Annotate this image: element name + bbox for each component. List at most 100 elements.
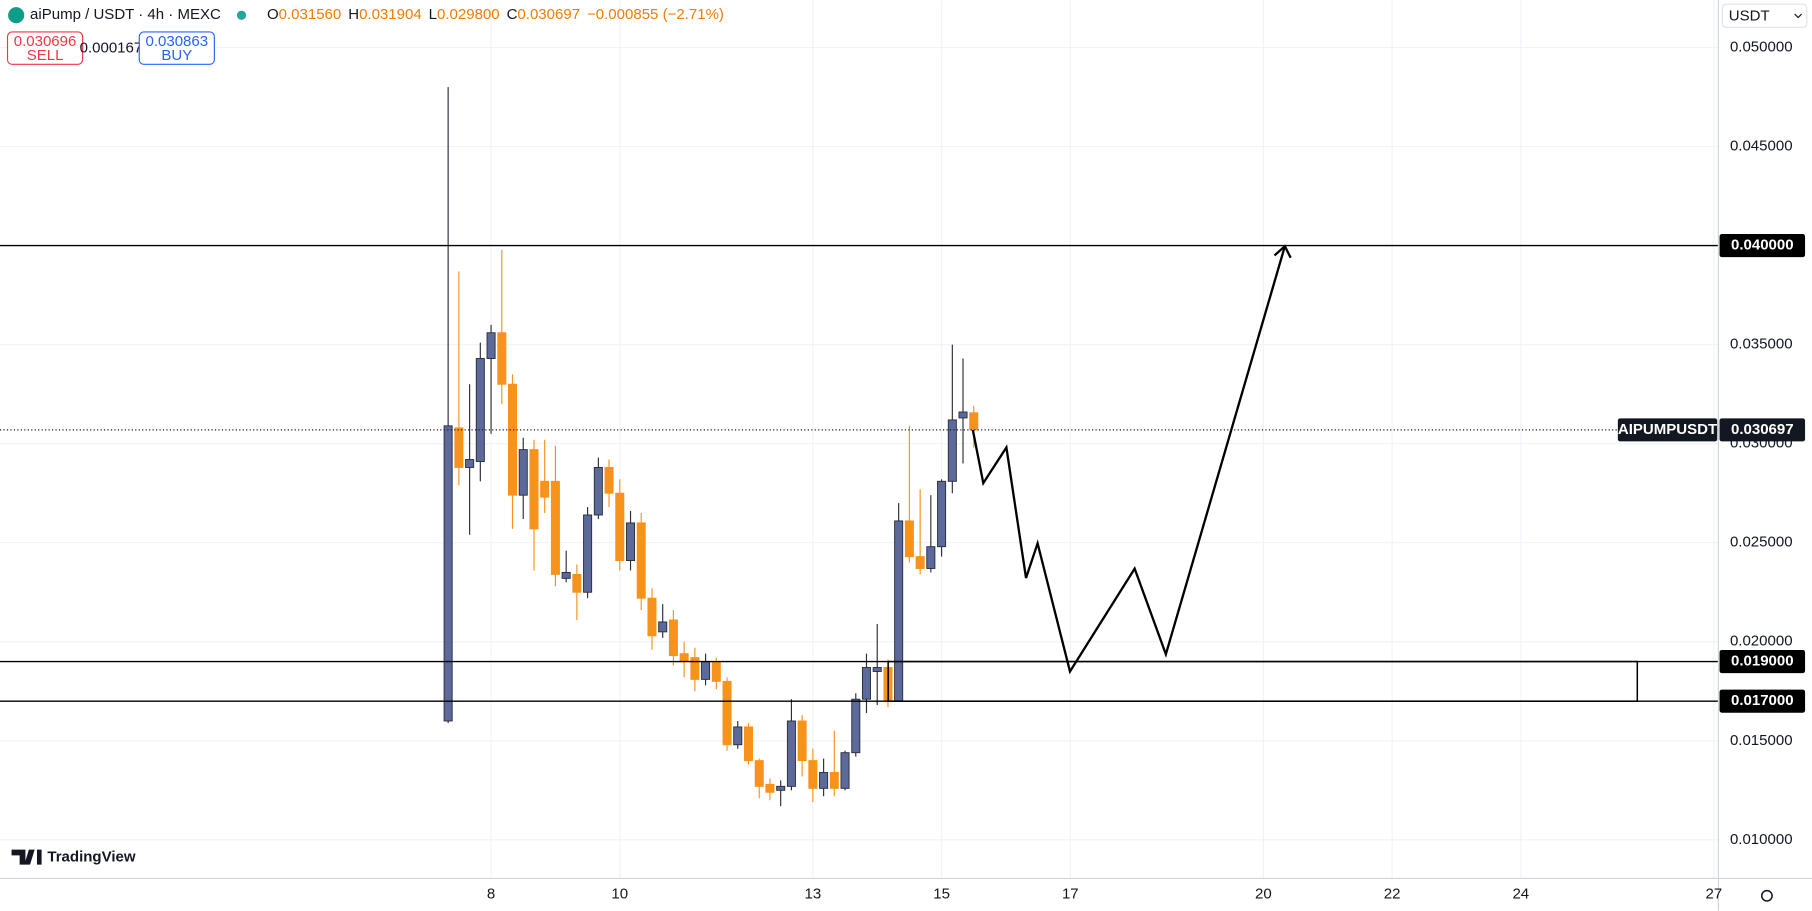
candle-body (486, 332, 496, 359)
candle-body (497, 332, 507, 385)
ohlc-key: C (507, 6, 518, 23)
candle-body (593, 466, 603, 516)
y-tick-label: 0.050000 (1730, 38, 1793, 55)
candle-body (969, 412, 979, 431)
candle-body (475, 358, 485, 462)
y-tick-label: 0.010000 (1730, 831, 1793, 848)
candle-body (583, 514, 593, 593)
ohlc-value: 0.031904 (359, 6, 422, 23)
y-tick-label: 0.035000 (1730, 336, 1793, 353)
buy-label: BUY (161, 47, 192, 64)
header: aiPump / USDT · 4h · MEXC O0.031560 H0.03… (6, 6, 724, 65)
candle-body (572, 573, 582, 593)
candle-body (786, 720, 796, 787)
candle-body (701, 661, 711, 680)
candle-body (711, 661, 721, 682)
x-tick-label: 27 (1706, 886, 1723, 903)
line-price-label: 0.017000 (1731, 692, 1794, 709)
candle-body (454, 427, 464, 468)
candle-body (872, 667, 882, 672)
projection-arrowhead (1273, 244, 1292, 259)
ohlc-values: O0.031560 H0.031904 L0.029800 C0.030697 −0.0… (267, 6, 724, 23)
x-tick-label: 15 (933, 886, 950, 903)
candle-body (765, 783, 775, 793)
symbol-logo (8, 7, 25, 24)
candle-body (658, 621, 668, 633)
candle-body (819, 772, 829, 789)
candle-body (540, 480, 550, 498)
candle-body (561, 571, 571, 579)
y-tick-label: 0.015000 (1730, 732, 1793, 749)
x-tick-label: 24 (1512, 886, 1529, 903)
currency-select[interactable] (1721, 3, 1808, 28)
candle-body (733, 726, 743, 746)
candle-body (722, 680, 732, 746)
symbol-tag-label: AIPUMPUSDT (1618, 421, 1718, 438)
y-tick-label: 0.045000 (1730, 138, 1793, 155)
candle-body (518, 449, 528, 496)
x-tick-label: 22 (1384, 886, 1401, 903)
candle-body (679, 653, 689, 663)
ohlc-value: 0.030697 (517, 6, 580, 23)
ohlc-value: 0.029800 (437, 6, 500, 23)
candle-body (776, 785, 786, 791)
candle-body (861, 667, 871, 700)
candle-body (529, 449, 539, 530)
line-price-tag (1719, 650, 1806, 674)
candle-body (550, 480, 560, 575)
candle-body (647, 597, 657, 637)
candle-body (668, 619, 678, 657)
candle-body (636, 522, 646, 599)
candle-body (615, 492, 625, 562)
ohlc-key: H (348, 6, 359, 23)
plot (0, 87, 1719, 807)
currency-label: USDT (1729, 7, 1770, 24)
candle-body (926, 546, 936, 569)
line-price-tag (1719, 234, 1806, 258)
market-status[interactable] (236, 10, 247, 20)
line-price-tag (1719, 689, 1806, 713)
last-price-tag (1719, 418, 1806, 442)
sell-button[interactable] (6, 31, 84, 65)
line-price-label: 0.040000 (1731, 237, 1794, 254)
candle-body (443, 425, 453, 722)
candle-body (958, 411, 968, 419)
buy-price: 0.030863 (145, 33, 208, 50)
candle-body (808, 760, 818, 789)
buy-button[interactable] (138, 31, 215, 65)
candle-body (851, 698, 861, 754)
x-tick-label: 13 (805, 886, 822, 903)
ohlc-value: 0.031560 (279, 6, 342, 23)
brand-logo (11, 849, 42, 865)
sell-price: 0.030696 (14, 33, 77, 50)
candle-body (904, 520, 914, 558)
last-price-label: 0.030697 (1731, 421, 1794, 438)
spread: 0.000167 (80, 40, 143, 57)
candle-body (743, 726, 754, 762)
dropdown-arrow (1794, 13, 1803, 19)
candle-body (690, 657, 700, 680)
projection-path (971, 245, 1286, 675)
x-tick-label: 20 (1255, 886, 1272, 903)
axes: 0.0100000.0150000.0200000.0250000.030000… (487, 38, 1806, 903)
brand-name: TradingView (47, 849, 135, 866)
y-tick-label: 0.025000 (1730, 534, 1793, 551)
candle-body (604, 466, 614, 494)
symbol-title[interactable]: aiPump / USDT · 4h · MEXC (30, 6, 221, 23)
candle-body (754, 760, 764, 787)
candle-body (947, 419, 957, 482)
brand: TradingView (11, 849, 136, 866)
candle-body (465, 459, 475, 468)
candle-body (840, 752, 850, 789)
settings-icon[interactable] (1760, 889, 1773, 902)
x-tick-label: 10 (611, 886, 628, 903)
line-price-label: 0.019000 (1731, 653, 1794, 670)
candle-body (507, 383, 518, 496)
candle-body (829, 772, 839, 789)
y-tick-label: 0.020000 (1730, 633, 1793, 650)
candle-body (626, 522, 636, 562)
symbol-tag (1617, 418, 1718, 442)
